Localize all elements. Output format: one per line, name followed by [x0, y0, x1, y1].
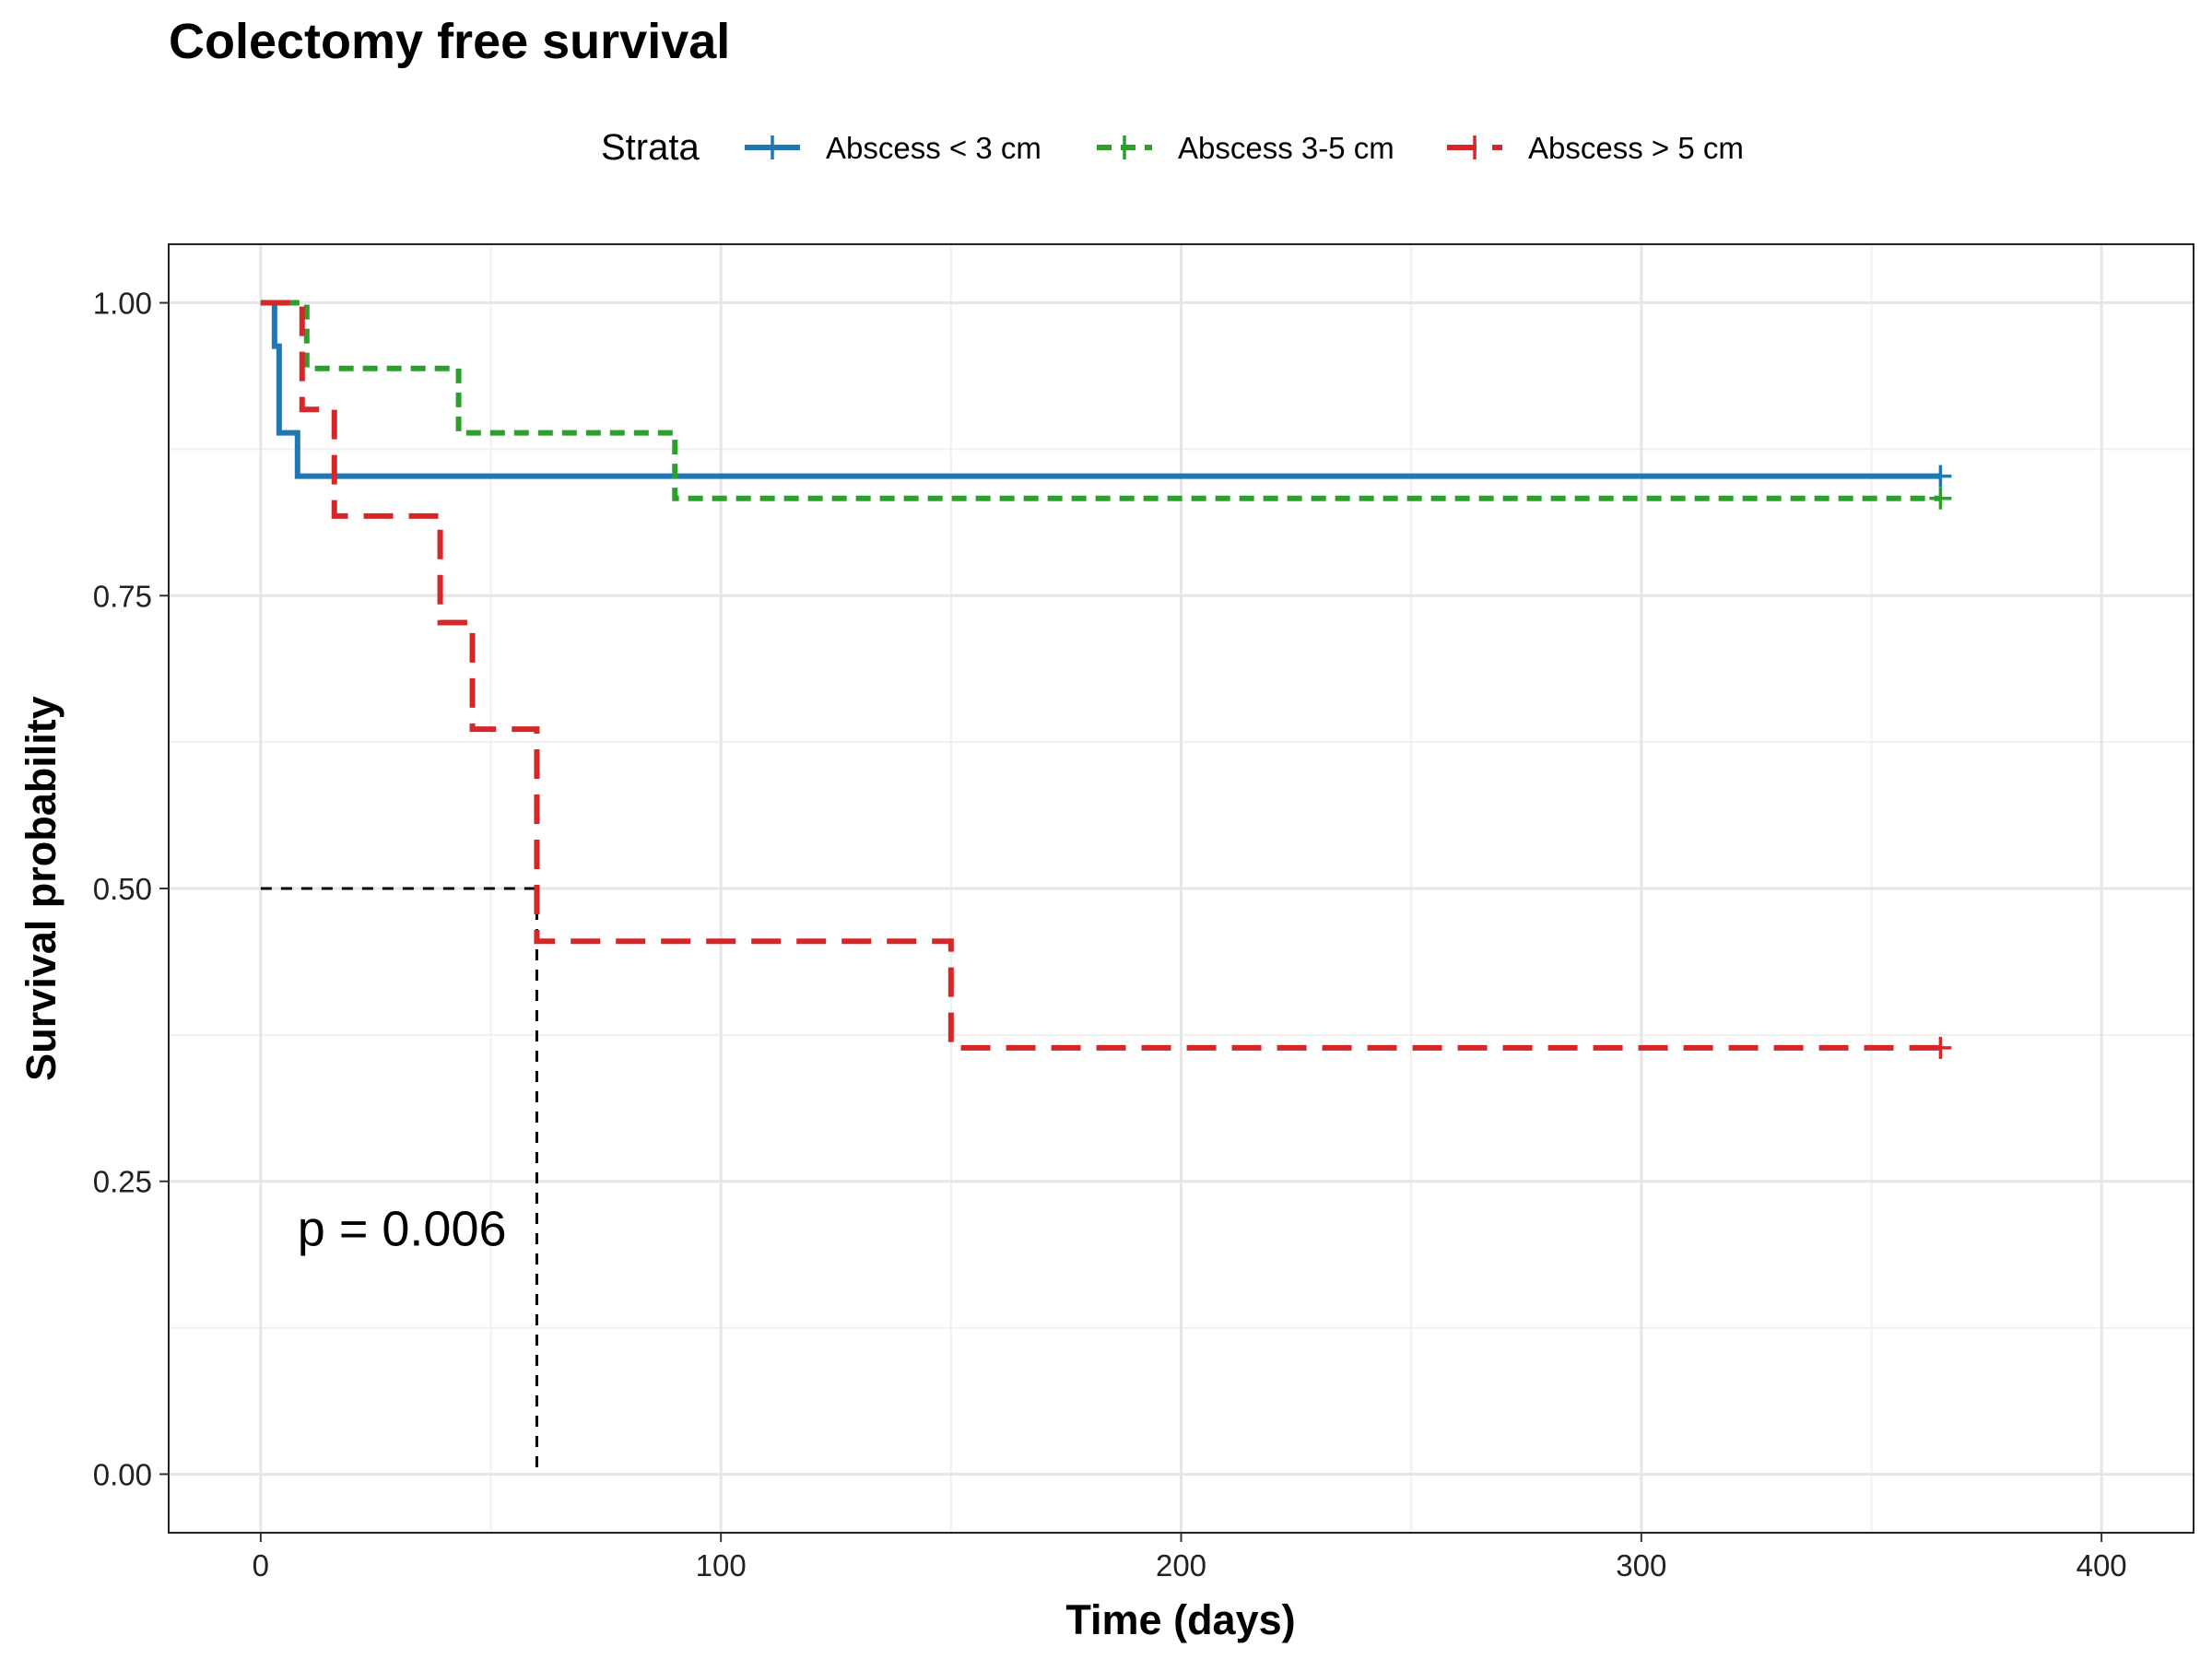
x-axis-title: Time (days): [1065, 1596, 1295, 1643]
survival-curve-3: [260, 300, 1941, 1051]
median-reference-lines: [260, 887, 538, 1475]
legend: Strata Abscess < 3 cm Abscess 3-5 cm Absce…: [601, 127, 1744, 168]
survival-curves: [260, 300, 1952, 1059]
y-tick-label: 0.50: [93, 872, 152, 906]
grid: [169, 244, 2194, 1533]
censor-mark: [1929, 487, 1952, 510]
x-tick-label: 300: [1616, 1548, 1666, 1583]
x-tick-label: 100: [696, 1548, 747, 1583]
x-tick-label: 200: [1156, 1548, 1206, 1583]
y-axis-title: Survival probability: [18, 696, 65, 1081]
y-tick-label: 0.00: [93, 1457, 152, 1491]
legend-label: Abscess 3-5 cm: [1178, 131, 1394, 165]
legend-label: Abscess < 3 cm: [826, 131, 1041, 165]
series-2: [260, 300, 1952, 510]
survival-curve-2: [260, 300, 1941, 501]
x-tick-label: 400: [2077, 1548, 2127, 1583]
p-value-annotation: p = 0.006: [298, 1202, 507, 1257]
censor-mark: [1929, 465, 1952, 488]
censor-mark: [1929, 1036, 1952, 1059]
y-tick-label: 1.00: [93, 287, 152, 321]
survival-curve-1: [260, 300, 1941, 479]
series-1: [260, 300, 1952, 488]
axes: 0 100 200 300 400 0.00 0.25 0.50 0.75 1.00: [93, 287, 2127, 1583]
chart-title: Colectomy free survival: [169, 14, 730, 69]
legend-title: Strata: [601, 127, 700, 168]
y-tick-label: 0.75: [93, 579, 152, 613]
legend-label: Abscess > 5 cm: [1528, 131, 1744, 165]
y-tick-label: 0.25: [93, 1165, 152, 1199]
x-tick-label: 0: [253, 1548, 269, 1583]
series-3: [260, 300, 1952, 1059]
